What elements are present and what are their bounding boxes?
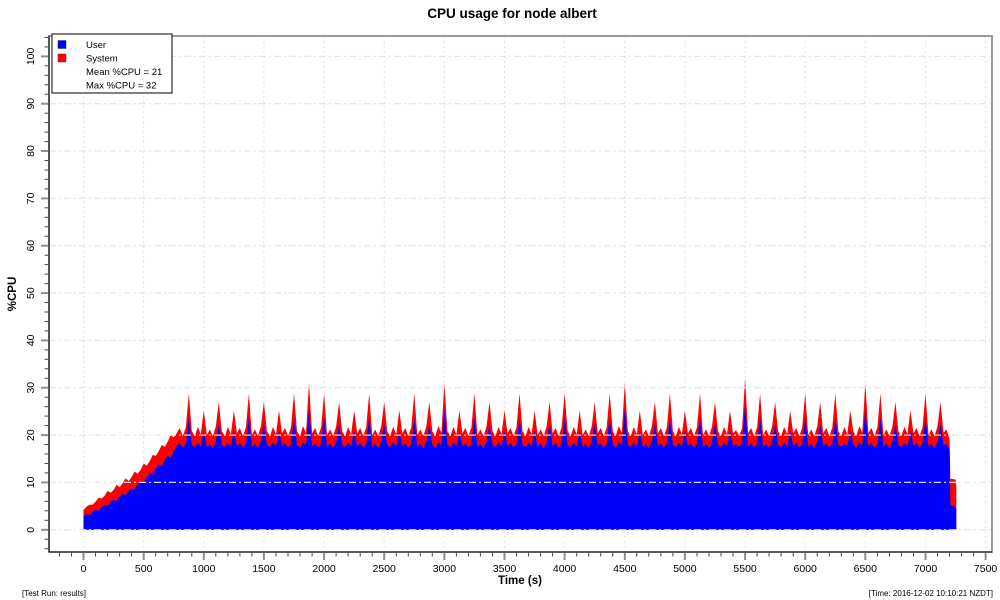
legend-box	[51, 33, 173, 94]
x-tick-label: 7500	[974, 563, 998, 575]
y-axis-title: %CPU	[7, 277, 19, 312]
x-tick-label: 3000	[433, 563, 457, 575]
legend-swatch-system	[57, 53, 67, 63]
x-tick-label: 1000	[192, 563, 216, 575]
x-tick-label: 4500	[613, 563, 637, 575]
y-tick-label: 20	[25, 429, 37, 441]
y-tick-label: 60	[25, 240, 37, 252]
y-tick-label: 0	[25, 527, 37, 533]
y-tick-label: 100	[25, 47, 37, 65]
x-tick-label: 6500	[854, 563, 878, 575]
y-tick-label: 90	[25, 98, 37, 110]
x-tick-label: 7000	[914, 563, 938, 575]
y-tick-label: 70	[25, 192, 37, 204]
x-tick-label: 500	[135, 563, 153, 575]
legend: User System Mean %CPU = 21 Max %CPU = 32	[51, 33, 173, 94]
footer-test-run: [Test Run: results]	[22, 589, 86, 598]
x-tick-label: 2000	[312, 563, 336, 575]
x-tick-label: 3500	[493, 563, 517, 575]
plot-frame	[48, 35, 993, 553]
x-tick-label: 5000	[673, 563, 697, 575]
legend-swatch-user	[57, 40, 67, 49]
y-tick-label: 30	[25, 382, 37, 394]
stacked-area-series	[83, 378, 957, 530]
footer-timestamp: [Time: 2016-12-02 10:10:21 NZDT]	[869, 589, 993, 598]
x-tick-label: 4000	[553, 563, 577, 575]
y-tick-label: 40	[25, 334, 37, 346]
axis-ticks	[41, 36, 987, 560]
y-tick-label: 50	[25, 287, 37, 299]
y-tick-label: 10	[25, 476, 37, 488]
legend-label-system: System	[86, 54, 118, 65]
axis-tick-labels: 0 500 1000 1500 2000 2500 3000 3500 4000 4500 5000…	[25, 47, 997, 575]
x-tick-label: 1500	[252, 563, 276, 575]
x-tick-label: 5500	[733, 563, 757, 575]
x-tick-label: 2500	[373, 563, 397, 575]
y-tick-label: 80	[25, 145, 37, 157]
legend-label-user: User	[86, 40, 106, 51]
x-axis-title: Time (s)	[498, 575, 542, 587]
legend-stat-mean: Mean %CPU = 21	[86, 67, 162, 78]
x-tick-label: 0	[81, 563, 87, 575]
chart-title: CPU usage for node albert	[427, 6, 597, 21]
horizontal-gridlines	[49, 55, 992, 531]
x-tick-label: 6000	[794, 563, 818, 575]
user-series-area	[83, 404, 957, 530]
legend-stat-max: Max %CPU = 32	[86, 81, 157, 92]
